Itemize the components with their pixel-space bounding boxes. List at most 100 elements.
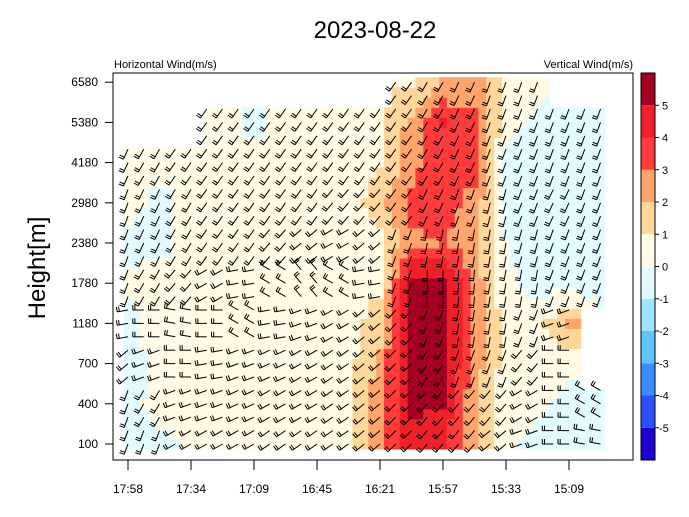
field-cell [297, 369, 305, 380]
field-cell [565, 339, 573, 350]
field-cell [163, 288, 171, 299]
field-cell [282, 127, 290, 137]
field-cell [219, 127, 227, 137]
field-cell [518, 268, 526, 279]
field-cell [415, 399, 423, 410]
field-cell [329, 258, 337, 269]
field-cell [219, 268, 227, 279]
field-cell [274, 318, 282, 329]
field-cell [179, 409, 187, 420]
y-tick-label: 6580 [71, 75, 98, 89]
field-cell [518, 439, 526, 450]
field-cell [282, 308, 290, 319]
field-cell [337, 208, 345, 219]
field-cell [179, 158, 187, 169]
field-cell [266, 288, 274, 299]
field-cell [415, 218, 423, 229]
field-cell [203, 379, 211, 390]
field-cell [345, 349, 353, 360]
field-cell [400, 339, 408, 350]
field-cell [573, 359, 581, 370]
field-cell [258, 158, 266, 169]
field-cell [431, 127, 439, 137]
field-cell [486, 228, 494, 239]
field-cell [132, 158, 140, 169]
field-cell [345, 399, 353, 410]
field-cell [352, 198, 360, 209]
field-cell [360, 379, 368, 390]
field-cell [297, 409, 305, 420]
field-cell [140, 419, 148, 430]
field-cell [597, 399, 605, 410]
field-cell [211, 379, 219, 390]
field-cell [171, 328, 179, 339]
field-cell [163, 208, 171, 219]
field-cell [423, 349, 431, 360]
field-cell [534, 369, 542, 380]
field-cell [266, 339, 274, 350]
field-cell [597, 389, 605, 400]
field-cell [132, 409, 140, 420]
field-cell [376, 429, 384, 440]
field-cell [376, 127, 384, 137]
field-cell [242, 117, 250, 128]
field-cell [250, 127, 258, 137]
field-cell [282, 298, 290, 309]
field-cell [282, 268, 290, 279]
field-cell [140, 228, 148, 239]
field-cell [148, 258, 156, 269]
field-cell [313, 318, 321, 329]
field-cell [140, 349, 148, 360]
field-cell [415, 117, 423, 128]
field-cell [431, 117, 439, 128]
field-cell [360, 308, 368, 319]
field-cell [447, 399, 455, 410]
y-tick-label: 1180 [72, 316, 98, 330]
field-cell [439, 379, 447, 390]
field-cell [345, 208, 353, 219]
field-cell [274, 409, 282, 420]
field-cell [597, 419, 605, 430]
field-cell [337, 298, 345, 309]
field-cell [211, 117, 219, 128]
field-cell [242, 278, 250, 289]
field-cell [329, 228, 337, 239]
field-cell [313, 429, 321, 440]
field-cell [274, 198, 282, 209]
field-cell [392, 369, 400, 380]
field-cell [211, 198, 219, 209]
field-cell [297, 298, 305, 309]
field-cell [329, 349, 337, 360]
field-cell [329, 399, 337, 410]
field-cell [187, 218, 195, 229]
field-cell [266, 429, 274, 440]
field-cell [360, 339, 368, 350]
field-cell [179, 208, 187, 219]
field-cell [510, 439, 518, 450]
field-cell [250, 389, 258, 400]
field-cell [242, 359, 250, 370]
field-cell [313, 248, 321, 259]
field-cell [203, 298, 211, 309]
field-cell [187, 429, 195, 440]
field-cell [297, 308, 305, 319]
right-subtitle: Vertical Wind(m/s) [544, 59, 633, 71]
field-cell [250, 349, 258, 360]
field-cell [447, 138, 455, 149]
field-cell [226, 268, 234, 279]
field-cell [258, 308, 266, 319]
field-cell [447, 409, 455, 420]
field-cell [581, 389, 589, 400]
field-cell [549, 379, 557, 390]
field-cell [565, 318, 573, 329]
field-cell [211, 399, 219, 410]
field-cell [329, 268, 337, 279]
field-cell [471, 308, 479, 319]
field-cell [368, 198, 376, 209]
field-cell [148, 369, 156, 380]
x-tick-label: 17:34 [176, 482, 206, 496]
field-cell [431, 228, 439, 239]
field-cell [439, 409, 447, 420]
